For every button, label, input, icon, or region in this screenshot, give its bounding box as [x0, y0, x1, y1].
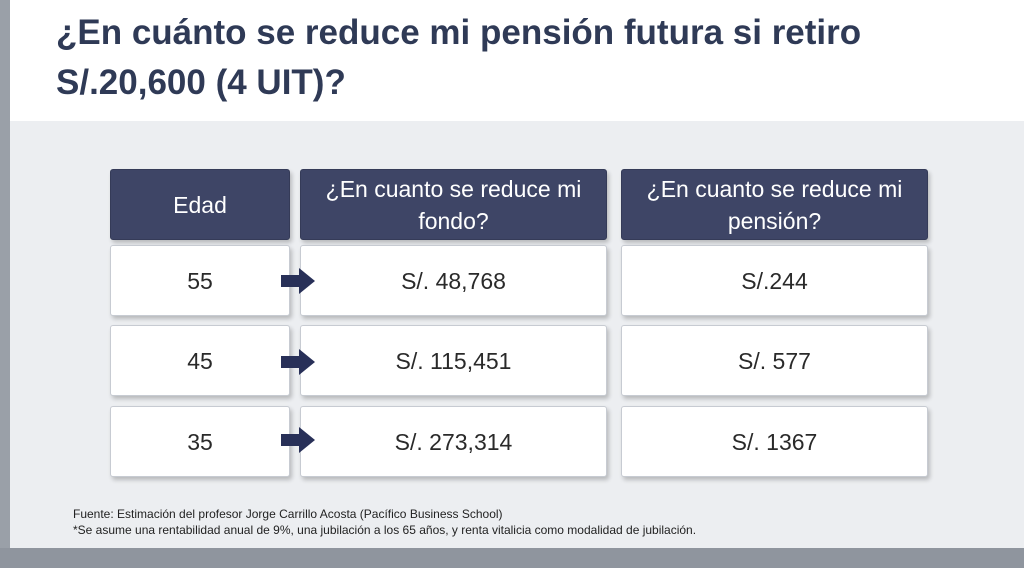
cell-edad-row-3: 35 — [110, 406, 290, 477]
cell-pension-row-3: S/. 1367 — [621, 406, 928, 477]
assumption-note: *Se asume una rentabilidad anual de 9%, … — [73, 523, 697, 537]
slide-title: ¿En cuánto se reduce mi pensión futura s… — [56, 13, 862, 102]
header-pension: ¿En cuanto se reduce mi pensión? — [621, 169, 928, 240]
footnotes: Fuente: Estimación del profesor Jorge Ca… — [73, 506, 973, 538]
right-arrow-icon — [281, 349, 315, 375]
right-arrow-icon — [281, 268, 315, 294]
slide: ¿En cuánto se reduce mi pensión futura s… — [0, 0, 1024, 548]
cell-fondo-row-1: S/. 48,768 — [300, 245, 607, 316]
cell-pension-row-2: S/. 577 — [621, 325, 928, 396]
header-edad: Edad — [110, 169, 290, 240]
cell-edad-row-2: 45 — [110, 325, 290, 396]
right-arrow-icon — [281, 427, 315, 453]
cell-pension-row-1: S/.244 — [621, 245, 928, 316]
cell-fondo-row-3: S/. 273,314 — [300, 406, 607, 477]
title-band — [10, 0, 1024, 121]
slide-left-edge — [0, 0, 10, 548]
cell-edad-row-1: 55 — [110, 245, 290, 316]
cell-fondo-row-2: S/. 115,451 — [300, 325, 607, 396]
header-fondo: ¿En cuanto se reduce mi fondo? — [300, 169, 607, 240]
source-note: Fuente: Estimación del profesor Jorge Ca… — [73, 507, 503, 521]
